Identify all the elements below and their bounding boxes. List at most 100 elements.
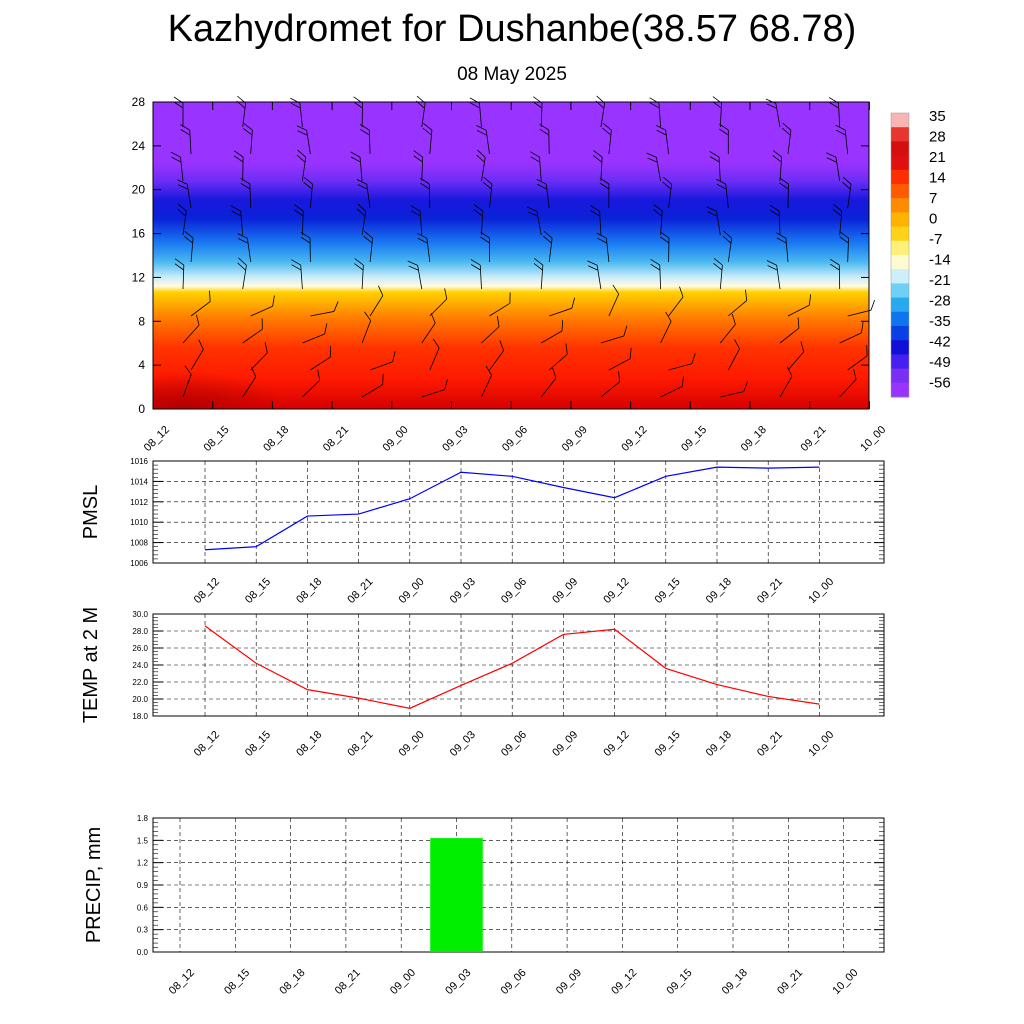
wind-barb-staff	[421, 157, 424, 182]
wind-barb-staff	[660, 321, 672, 344]
wind-barb-feather	[772, 155, 782, 163]
x-tick-label: 08_12	[192, 576, 222, 606]
x-tick-label: 08_18	[294, 576, 324, 606]
x-tick-label: 09_18	[739, 424, 769, 454]
wind-barb-staff	[779, 157, 783, 182]
x-tick-label: 09_06	[500, 424, 530, 454]
wind-barb-feather	[655, 124, 666, 131]
wind-barb-feather	[842, 176, 852, 185]
wind-barb-staff	[419, 211, 423, 236]
wind-barb-staff	[787, 130, 792, 155]
y-tick-label: 0	[138, 402, 145, 416]
wind-barb	[361, 311, 372, 344]
wind-barb-staff	[302, 380, 320, 398]
wind-barb-staff	[839, 211, 843, 236]
wind-barb	[720, 381, 748, 398]
wind-barb	[361, 373, 384, 398]
colorbar-swatch	[891, 326, 909, 341]
wind-barb-feather	[691, 353, 696, 364]
x-tick-label: 09_03	[448, 729, 478, 759]
wind-barb	[839, 231, 849, 263]
wind-barb-staff	[421, 389, 445, 398]
wind-barb-feather	[364, 311, 372, 321]
wind-barb-staff	[725, 184, 729, 209]
wind-barb-feather	[590, 210, 601, 217]
wind-barb	[660, 375, 685, 398]
colorbar-label: 7	[929, 190, 937, 207]
colorbar-label: 35	[929, 108, 946, 125]
wind-barb-feather	[330, 346, 332, 357]
wind-barb	[543, 230, 553, 263]
wind-barb-feather	[561, 320, 564, 332]
wind-barb-feather	[303, 177, 313, 185]
wind-barb-staff	[306, 130, 311, 155]
wind-barb	[659, 231, 670, 263]
wind-barb-staff	[728, 300, 747, 317]
x-tick-label: 09_09	[550, 576, 580, 606]
wind-barb-staff	[182, 374, 192, 398]
wind-barb-feather	[413, 155, 423, 163]
wind-barb-feather	[596, 232, 607, 239]
wind-barb-feather	[296, 125, 307, 131]
wind-barb-feather	[602, 127, 612, 136]
wind-barb	[719, 313, 736, 344]
wind-barb-staff	[180, 157, 184, 182]
wind-barb	[608, 347, 632, 371]
wind-barb-feather	[324, 323, 328, 335]
wind-barb	[250, 342, 268, 371]
wind-barb-feather	[178, 184, 189, 190]
colorbar-label: -14	[929, 252, 951, 269]
wind-barb-feather	[716, 178, 726, 185]
x-tick-label: 09_15	[665, 967, 695, 997]
wind-barb-feather	[174, 258, 185, 266]
y-tick-label: 1016	[130, 457, 148, 466]
colorbar-label: 28	[929, 129, 946, 146]
plot-frame	[152, 460, 885, 564]
wind-barb	[310, 301, 339, 317]
wind-barb-staff	[250, 352, 268, 371]
x-tick-label: 09_03	[440, 424, 470, 454]
wind-barb	[369, 285, 384, 317]
wind-barb	[177, 179, 192, 209]
y-tick-label: 0.0	[137, 948, 149, 957]
wind-barb-staff	[660, 386, 683, 398]
wind-barb	[600, 325, 628, 344]
wind-barb-feather	[297, 149, 307, 158]
x-tick-label: 10_00	[806, 729, 836, 759]
wind-barb	[776, 232, 789, 263]
wind-barb-feather	[592, 155, 603, 163]
wind-barb-feather	[408, 265, 419, 271]
x-tick-label: 09_06	[499, 729, 529, 759]
wind-barb	[470, 259, 482, 290]
wind-barb-staff	[479, 265, 482, 290]
wind-barb-feather	[707, 211, 718, 217]
wind-barb-staff	[847, 184, 852, 209]
wind-barb-staff	[608, 293, 620, 317]
wind-barb	[302, 369, 321, 398]
wind-barb-feather	[173, 101, 184, 109]
wind-barb-feather	[781, 127, 791, 136]
wind-barb	[781, 122, 792, 155]
wind-barb	[476, 149, 486, 182]
wind-barb-feather	[473, 209, 483, 217]
wind-barb-staff	[479, 103, 482, 128]
wind-barb-feather	[593, 150, 603, 158]
wind-barb-feather	[470, 259, 481, 266]
y-tick-label: 0.3	[137, 926, 149, 935]
wind-barb-feather	[656, 129, 667, 136]
wind-barb	[356, 179, 371, 209]
wind-barb-staff	[727, 238, 733, 263]
colorbar-swatch	[891, 198, 909, 213]
wind-barb	[182, 365, 192, 398]
wind-barb-feather	[659, 231, 670, 239]
wind-barb-feather	[356, 179, 367, 185]
x-tick-label: 09_06	[499, 576, 529, 606]
wind-barb	[177, 203, 187, 236]
wind-barb	[779, 317, 800, 344]
wind-barb-feather	[410, 210, 421, 217]
wind-barb-staff	[310, 356, 331, 371]
y-tick-label: 16	[132, 227, 146, 241]
wind-barb-staff	[368, 130, 371, 155]
wind-barb-feather	[417, 232, 428, 239]
colorbar-swatch	[891, 127, 909, 142]
